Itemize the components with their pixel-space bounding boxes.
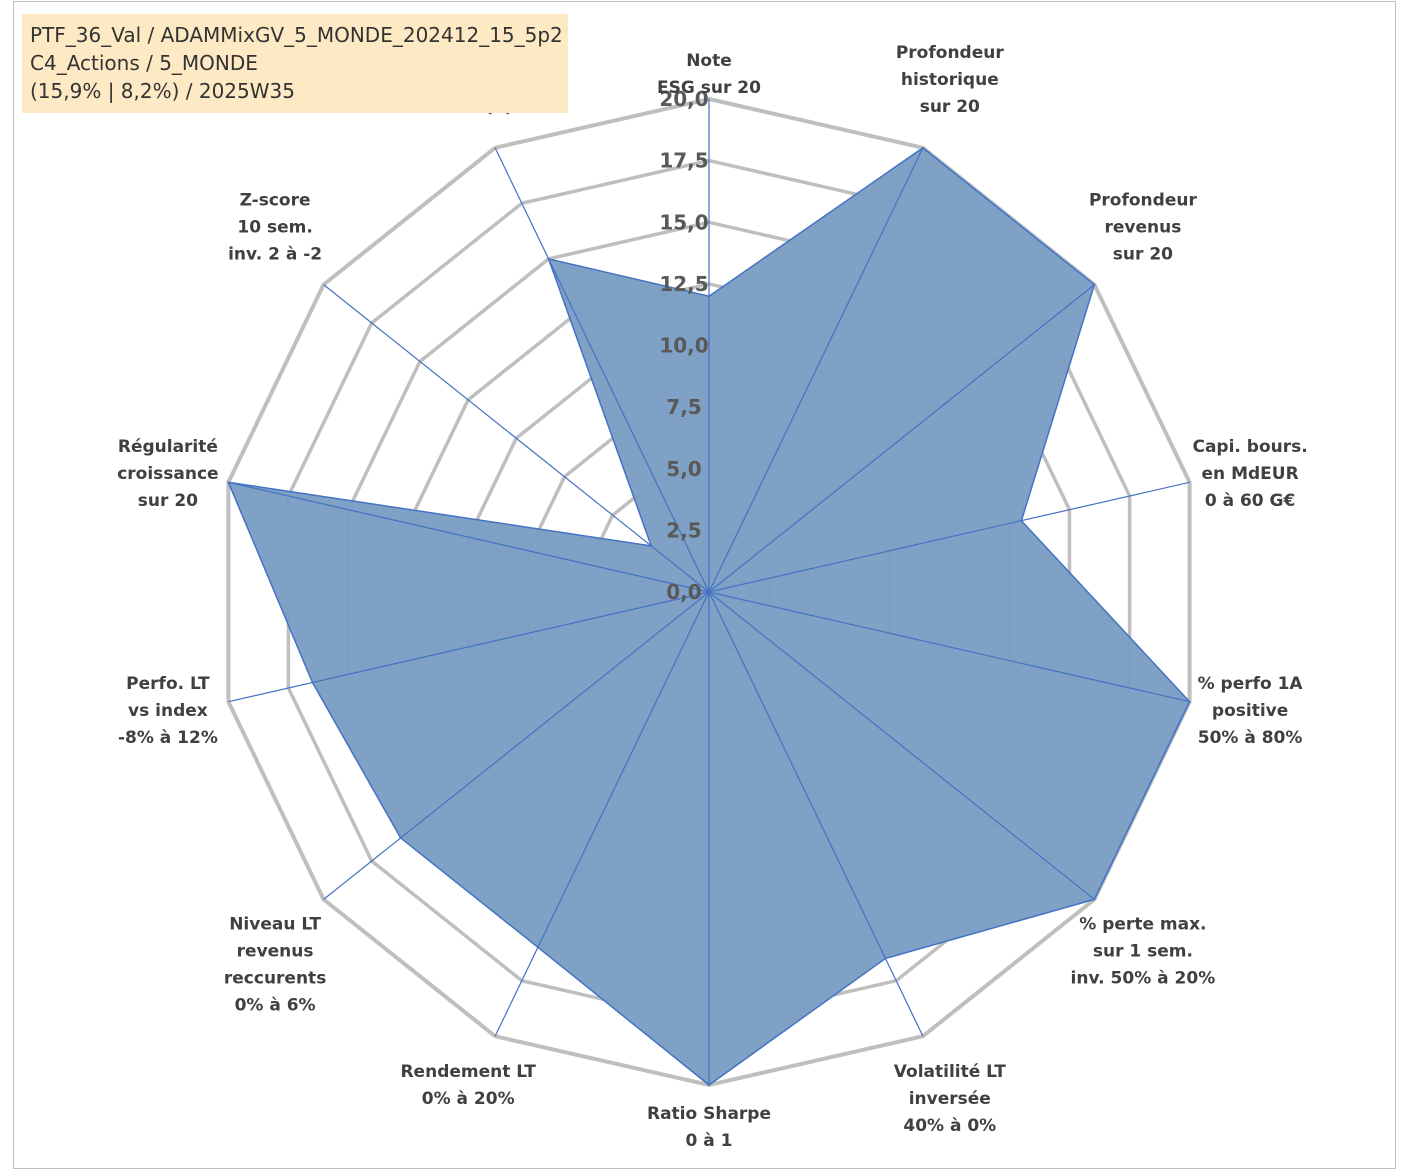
axis-label-line: sur 20 — [138, 491, 198, 511]
tick-label: 0,0 — [666, 580, 701, 604]
axis-label-line: croissance — [117, 464, 218, 484]
axis-spoke-6 — [708, 591, 924, 1037]
axis-label-2: Profondeur revenus sur 20 — [1089, 191, 1198, 265]
chart-frame — [13, 1, 1396, 1169]
axis-label-line: Profondeur — [896, 43, 1005, 63]
axis-label-line: Régularité — [118, 437, 218, 457]
axis-label-line: ESG sur 20 — [657, 78, 761, 98]
axis-label-8: Rendement LT 0% à 20% — [400, 1062, 536, 1109]
axis-label-line: 0 à 1 — [686, 1131, 733, 1151]
axis-label-5: % perte max. sur 1 sem. inv. 50% à 20% — [1071, 914, 1216, 988]
axis-label-line: 0% à 20% — [422, 1089, 515, 1109]
axis-label-line: Note — [686, 51, 732, 71]
axis-label-line: Profondeur — [1089, 191, 1198, 211]
tick-label: 17,5 — [659, 149, 708, 173]
axis-spoke-2 — [708, 284, 1095, 593]
axis-label-line: reccurents — [224, 968, 326, 988]
portfolio-stats: (15,9% | 8,2%) / 2025W35 — [30, 79, 295, 103]
axis-label-7: Ratio Sharpe 0 à 1 — [647, 1104, 771, 1151]
portfolio-title: PTF_36_Val / ADAMMixGV_5_MONDE_202412_15… — [30, 23, 563, 47]
axis-label-line: inv. 50% à 20% — [1071, 968, 1216, 988]
portfolio-category: C4_Actions / 5_MONDE — [30, 51, 258, 75]
axis-label-line: Niveau LT — [229, 914, 321, 934]
tick-label: 2,5 — [666, 518, 701, 542]
axis-label-3: Capi. bours. en MdEUR 0 à 60 G€ — [1192, 437, 1307, 511]
axis-label-line: sur 20 — [1113, 245, 1173, 265]
axis-label-line: revenus — [237, 941, 314, 961]
axis-label-6: Volatilité LT inversée 40% à 0% — [894, 1062, 1006, 1136]
axis-spoke-10 — [228, 591, 710, 703]
axis-spoke-3 — [708, 481, 1190, 593]
spoke-layer — [228, 99, 1190, 1085]
axis-label-line: Volatilité LT — [894, 1062, 1006, 1082]
axis-label-line: revenus — [1104, 218, 1181, 238]
axis-label-layer: Note ESG sur 20 Profondeur historique sur 20… — [117, 43, 1308, 1151]
axis-label-line: 10 sem. — [237, 218, 312, 238]
tick-label: 10,0 — [659, 334, 708, 358]
axis-spoke-13 — [494, 147, 710, 593]
axis-label-line: historique — [901, 70, 999, 90]
axis-label-line: 50% à 80% — [1198, 728, 1303, 748]
axis-label-line: Z-score — [240, 191, 311, 211]
axis-label-10: Perfo. LT vs index -8% à 12% — [118, 674, 218, 748]
axis-spoke-12 — [323, 284, 710, 593]
axis-label-line: inv. 2 à -2 — [228, 245, 322, 265]
axis-spoke-4 — [708, 591, 1190, 703]
axis-spoke-5 — [708, 591, 1095, 900]
axis-label-12: Z-score 10 sem. inv. 2 à -2 — [228, 191, 322, 265]
axis-label-line: 0 à 60 G€ — [1205, 491, 1296, 511]
axis-label-line: Capi. bours. — [1192, 437, 1307, 457]
axis-label-line: 40% à 0% — [903, 1116, 996, 1136]
tick-label: 20,0 — [659, 87, 708, 111]
tick-label: 5,0 — [666, 457, 701, 481]
tick-label: 12,5 — [659, 272, 708, 296]
axis-label-line: en MdEUR — [1202, 464, 1299, 484]
portfolio-info-box: PTF_36_Val / ADAMMixGV_5_MONDE_202412_15… — [22, 14, 568, 113]
axis-label-line: Perfo. LT — [126, 674, 210, 694]
axis-spoke-9 — [323, 591, 710, 900]
tick-label: 7,5 — [666, 395, 701, 419]
axis-label-line: positive — [1212, 701, 1288, 721]
axis-spoke-8 — [494, 591, 710, 1037]
axis-label-line: % perfo 1A — [1198, 674, 1304, 694]
axis-label-line: Rendement LT — [400, 1062, 536, 1082]
axis-label-line: inversée — [909, 1089, 991, 1109]
axis-label-line: 0% à 6% — [235, 995, 316, 1015]
axis-label-line: Ratio Sharpe — [647, 1104, 771, 1124]
axis-label-line: sur 20 — [920, 97, 980, 117]
axis-label-line: -8% à 12% — [118, 728, 218, 748]
axis-label-0: Note ESG sur 20 — [657, 51, 761, 98]
axis-spoke-1 — [708, 147, 924, 593]
axis-spoke-11 — [228, 481, 710, 593]
axis-label-11: Régularité croissance sur 20 — [117, 437, 218, 511]
axis-label-line: % perte max. — [1079, 914, 1206, 934]
axis-label-line: sur 1 sem. — [1093, 941, 1193, 961]
axis-label-1: Profondeur historique sur 20 — [896, 43, 1005, 117]
tick-label: 15,0 — [659, 210, 708, 234]
tick-label-layer: 0,0 2,5 5,0 7,5 10,0 12,5 15,0 17,5 20,0 — [659, 87, 708, 604]
axis-label-9: Niveau LT revenus reccurents 0% à 6% — [224, 914, 326, 1015]
axis-label-line: vs index — [128, 701, 208, 721]
axis-label-4: % perfo 1A positive 50% à 80% — [1198, 674, 1304, 748]
